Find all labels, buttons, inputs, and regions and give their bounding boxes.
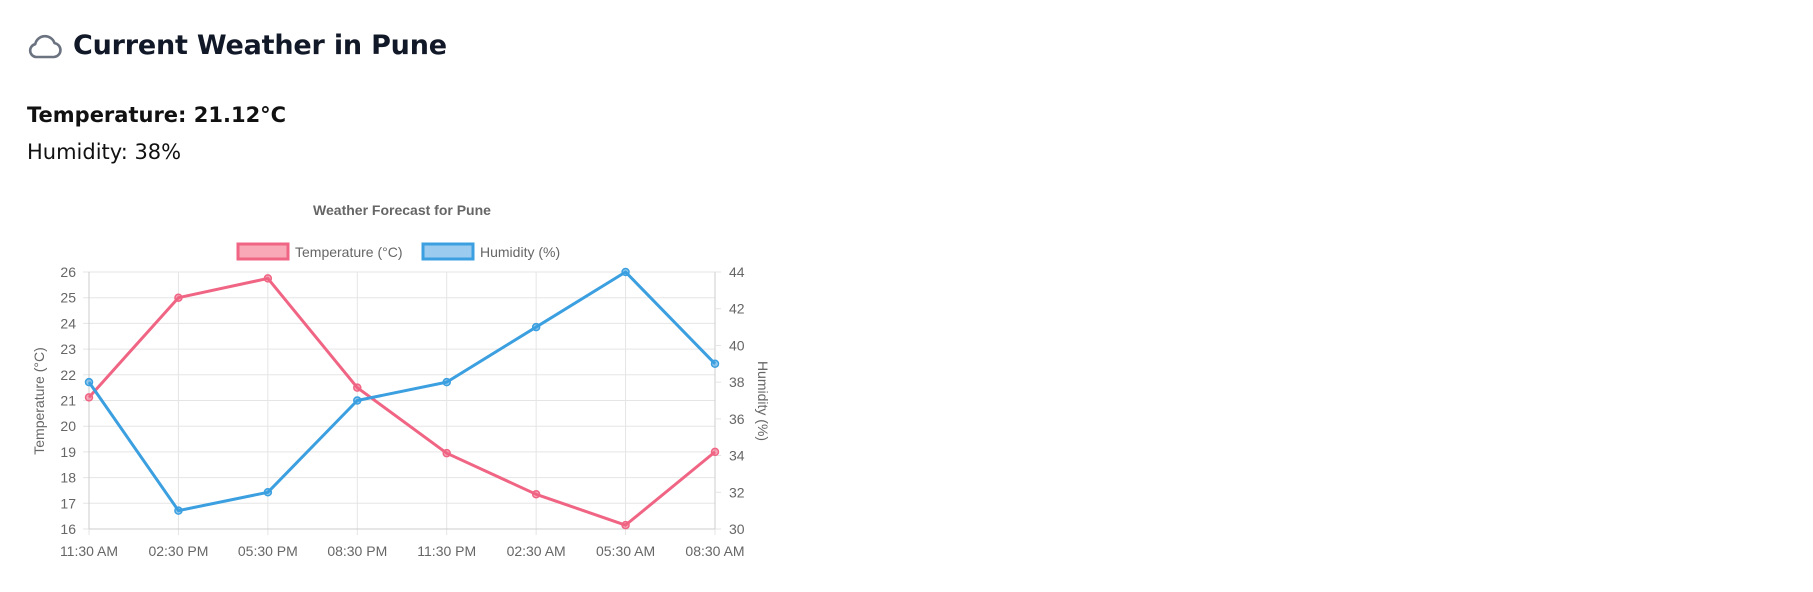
data-point-temperature	[621, 520, 630, 530]
y-tick-label-right: 30	[729, 521, 745, 537]
data-point-humidity	[531, 322, 541, 332]
legend-item-temperature[interactable]: Temperature (°C)	[236, 242, 403, 261]
data-point-temperature	[174, 293, 183, 302]
x-tick-label: 08:30 AM	[685, 543, 744, 559]
y-tick-label-left: 23	[60, 341, 76, 357]
y-tick-label-left: 18	[60, 470, 76, 486]
x-tick-label: 11:30 PM	[417, 543, 476, 559]
x-tick-label: 02:30 AM	[507, 543, 566, 559]
x-tick-label: 05:30 AM	[596, 543, 655, 559]
x-tick-label: 11:30 AM	[60, 543, 118, 559]
forecast-chart-svg: Weather Forecast for Pune Temperature (°…	[31, 202, 771, 559]
data-point-temperature	[531, 490, 541, 499]
y-tick-label-left: 20	[60, 418, 76, 434]
y-tick-label-left: 17	[60, 495, 76, 511]
y-tick-label-right: 38	[729, 374, 745, 390]
data-point-humidity	[353, 396, 362, 405]
page-title: Current Weather in Pune	[73, 30, 447, 61]
y-tick-label-left: 22	[60, 367, 76, 383]
data-point-humidity	[621, 267, 630, 277]
data-point-humidity	[263, 488, 273, 497]
current-humidity: Humidity: 38%	[27, 140, 182, 164]
y-tick-label-left: 16	[60, 521, 76, 537]
legend-label-humidity: Humidity (%)	[480, 244, 560, 260]
data-point-temperature	[353, 383, 362, 392]
y-tick-label-right: 34	[729, 448, 745, 464]
data-point-temperature	[710, 447, 720, 457]
y-tick-label-right: 40	[729, 337, 745, 353]
data-point-temperature	[84, 393, 94, 402]
data-point-temperature	[442, 448, 451, 458]
page-header: Current Weather in Pune	[27, 30, 447, 61]
chart-legend: Temperature (°C) Humidity (%)	[236, 242, 560, 261]
current-temperature: Temperature: 21.12°C	[27, 103, 287, 127]
y-tick-label-left: 21	[60, 393, 76, 409]
x-tick-label: 02:30 PM	[148, 543, 208, 559]
y-tick-label-left: 26	[60, 264, 76, 280]
legend-label-temperature: Temperature (°C)	[295, 244, 403, 260]
y-tick-label-right: 42	[729, 301, 745, 317]
x-tick-label: 05:30 PM	[238, 543, 298, 559]
data-point-temperature	[263, 274, 273, 283]
y-tick-label-left: 25	[60, 290, 76, 306]
chart-title: Weather Forecast for Pune	[313, 202, 491, 218]
legend-item-humidity[interactable]: Humidity (%)	[421, 242, 560, 261]
data-point-humidity	[442, 377, 451, 387]
y-axis-left-label: Temperature (°C)	[31, 347, 47, 455]
x-tick-label: 08:30 PM	[327, 543, 387, 559]
y-tick-label-right: 32	[729, 484, 745, 500]
cloud-icon	[27, 32, 63, 60]
y-tick-label-right: 44	[729, 264, 745, 280]
data-point-humidity	[174, 506, 183, 515]
y-tick-label-left: 19	[60, 444, 76, 460]
y-tick-label-left: 24	[60, 315, 76, 331]
data-point-humidity	[710, 359, 720, 369]
data-point-humidity	[84, 377, 94, 387]
legend-swatch-humidity	[421, 242, 475, 261]
plot-area: 16 17 18 19 20 21 22 23 24 25 26 11:30 AM 02:30 PM 05…	[60, 264, 745, 559]
y-axis-right-label: Humidity (%)	[755, 361, 771, 441]
series-line-temperature	[87, 276, 716, 527]
forecast-chart: Weather Forecast for Pune Temperature (°…	[0, 0, 800, 592]
series-line-humidity	[87, 270, 717, 513]
legend-swatch-temperature	[236, 242, 290, 261]
y-tick-label-right: 36	[729, 411, 745, 427]
